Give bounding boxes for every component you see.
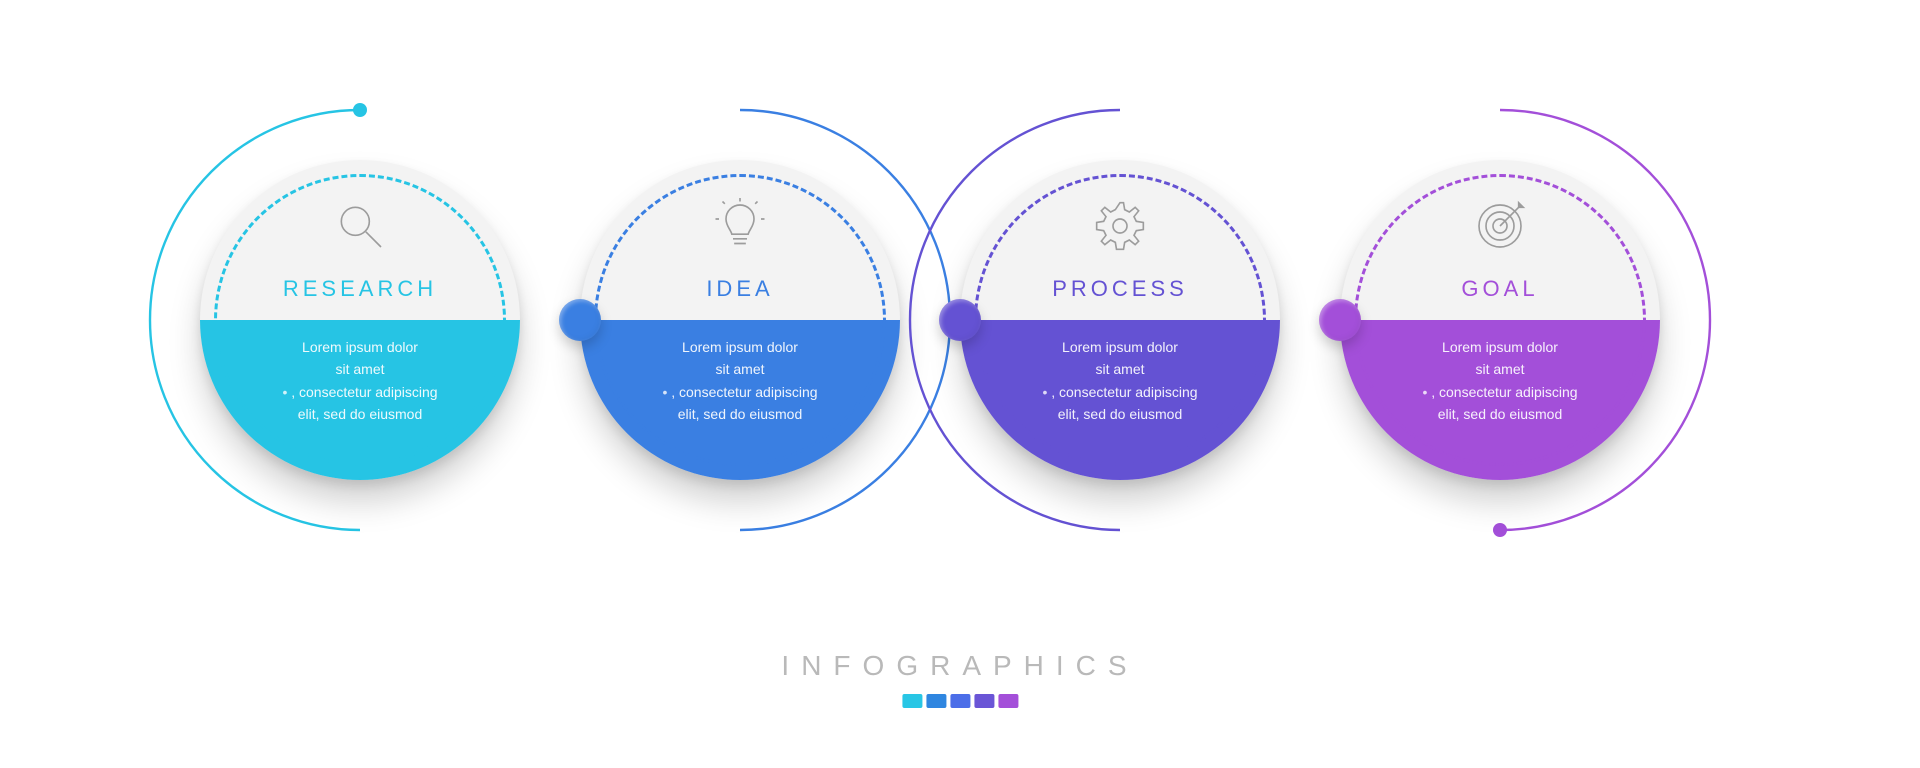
swatch — [998, 694, 1018, 708]
target-icon — [1472, 198, 1528, 254]
swatch — [974, 694, 994, 708]
step-label: GOAL — [1340, 276, 1660, 302]
step-body: Lorem ipsum dolor sit amet , consectetur… — [1390, 336, 1610, 426]
connector-dot — [559, 299, 601, 341]
step-process: PROCESS Lorem ipsum dolor sit amet , con… — [960, 160, 1280, 480]
step-disc: IDEA Lorem ipsum dolor sit amet , consec… — [580, 160, 900, 480]
footer-swatches — [781, 694, 1138, 708]
step-disc: GOAL Lorem ipsum dolor sit amet , consec… — [1340, 160, 1660, 480]
step-label: RESEARCH — [200, 276, 520, 302]
footer: INFOGRAPHICS — [781, 650, 1138, 708]
step-body: Lorem ipsum dolor sit amet , consectetur… — [250, 336, 470, 426]
step-label: PROCESS — [960, 276, 1280, 302]
step-research: RESEARCH Lorem ipsum dolor sit amet , co… — [200, 160, 520, 480]
swatch — [950, 694, 970, 708]
footer-title: INFOGRAPHICS — [781, 650, 1138, 682]
step-label: IDEA — [580, 276, 900, 302]
orbit-end-dot — [1493, 523, 1507, 537]
infographic-stage: RESEARCH Lorem ipsum dolor sit amet , co… — [0, 0, 1920, 768]
swatch — [902, 694, 922, 708]
step-body: Lorem ipsum dolor sit amet , consectetur… — [630, 336, 850, 426]
step-disc: PROCESS Lorem ipsum dolor sit amet , con… — [960, 160, 1280, 480]
step-goal: GOAL Lorem ipsum dolor sit amet , consec… — [1340, 160, 1660, 480]
bulb-icon — [712, 198, 768, 254]
connector-dot — [1319, 299, 1361, 341]
step-idea: IDEA Lorem ipsum dolor sit amet , consec… — [580, 160, 900, 480]
orbit-end-dot — [353, 103, 367, 117]
swatch — [926, 694, 946, 708]
gear-icon — [1092, 198, 1148, 254]
connector-dot — [939, 299, 981, 341]
magnifier-icon — [332, 198, 388, 254]
step-body: Lorem ipsum dolor sit amet , consectetur… — [1010, 336, 1230, 426]
step-disc: RESEARCH Lorem ipsum dolor sit amet , co… — [200, 160, 520, 480]
